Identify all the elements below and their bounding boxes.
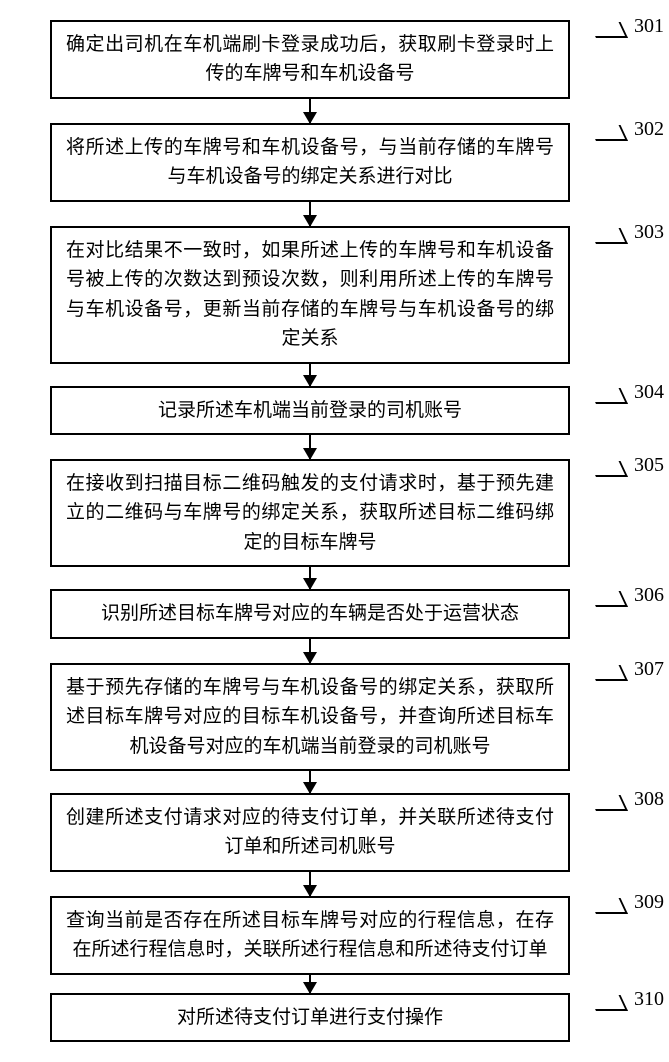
arrow-down-icon	[309, 567, 311, 589]
step-number: 306	[634, 585, 664, 607]
connector-line	[589, 228, 628, 244]
flowchart: 确定出司机在车机端刷卡登录成功后，获取刷卡登录时上传的车牌号和车机设备号301 将…	[30, 20, 590, 1042]
step-row: 确定出司机在车机端刷卡登录成功后，获取刷卡登录时上传的车牌号和车机设备号301	[30, 20, 590, 99]
step-number: 303	[634, 222, 664, 244]
connector-line	[589, 388, 628, 404]
connector-line	[589, 22, 628, 38]
step-row: 创建所述支付请求对应的待支付订单，并关联所述待支付订单和所述司机账号308	[30, 793, 590, 872]
step-box: 在接收到扫描目标二维码触发的支付请求时，基于预先建立的二维码与车牌号的绑定关系，…	[50, 459, 570, 567]
step-label: 305	[596, 455, 664, 477]
connector-line	[589, 461, 628, 477]
arrow-down-icon	[309, 975, 311, 993]
connector-line	[589, 995, 628, 1011]
connector-line	[589, 125, 628, 141]
step-box: 将所述上传的车牌号和车机设备号，与当前存储的车牌号与车机设备号的绑定关系进行对比	[50, 123, 570, 202]
step-row: 将所述上传的车牌号和车机设备号，与当前存储的车牌号与车机设备号的绑定关系进行对比…	[30, 123, 590, 202]
arrow-down-icon	[309, 99, 311, 123]
step-label: 308	[596, 789, 664, 811]
step-box: 对所述待支付订单进行支付操作	[50, 993, 570, 1042]
step-box: 确定出司机在车机端刷卡登录成功后，获取刷卡登录时上传的车牌号和车机设备号	[50, 20, 570, 99]
step-row: 记录所述车机端当前登录的司机账号304	[30, 386, 590, 435]
arrow-down-icon	[309, 202, 311, 226]
step-label: 304	[596, 382, 664, 404]
step-label: 309	[596, 892, 664, 914]
step-box: 识别所述目标车牌号对应的车辆是否处于运营状态	[50, 589, 570, 638]
step-row: 基于预先存储的车牌号与车机设备号的绑定关系，获取所述目标车牌号对应的目标车机设备…	[30, 663, 590, 771]
step-row: 在对比结果不一致时，如果所述上传的车牌号和车机设备号被上传的次数达到预设次数，则…	[30, 226, 590, 364]
step-label: 303	[596, 222, 664, 244]
connector-line	[589, 665, 628, 681]
step-box: 查询当前是否存在所述目标车牌号对应的行程信息，在存在所述行程信息时，关联所述行程…	[50, 896, 570, 975]
step-number: 305	[634, 455, 664, 477]
step-row: 查询当前是否存在所述目标车牌号对应的行程信息，在存在所述行程信息时，关联所述行程…	[30, 896, 590, 975]
step-box: 在对比结果不一致时，如果所述上传的车牌号和车机设备号被上传的次数达到预设次数，则…	[50, 226, 570, 364]
connector-line	[589, 795, 628, 811]
step-row: 在接收到扫描目标二维码触发的支付请求时，基于预先建立的二维码与车牌号的绑定关系，…	[30, 459, 590, 567]
step-number: 308	[634, 789, 664, 811]
arrow-down-icon	[309, 435, 311, 459]
step-box: 创建所述支付请求对应的待支付订单，并关联所述待支付订单和所述司机账号	[50, 793, 570, 872]
connector-line	[589, 591, 628, 607]
arrow-down-icon	[309, 639, 311, 663]
connector-line	[589, 898, 628, 914]
step-row: 识别所述目标车牌号对应的车辆是否处于运营状态306	[30, 589, 590, 638]
step-row: 对所述待支付订单进行支付操作310	[30, 993, 590, 1042]
step-number: 302	[634, 119, 664, 141]
arrow-down-icon	[309, 364, 311, 386]
step-label: 306	[596, 585, 664, 607]
arrow-down-icon	[309, 872, 311, 896]
step-box: 基于预先存储的车牌号与车机设备号的绑定关系，获取所述目标车牌号对应的目标车机设备…	[50, 663, 570, 771]
step-number: 304	[634, 382, 664, 404]
step-box: 记录所述车机端当前登录的司机账号	[50, 386, 570, 435]
step-label: 307	[596, 659, 664, 681]
step-number: 309	[634, 892, 664, 914]
step-label: 302	[596, 119, 664, 141]
arrow-down-icon	[309, 771, 311, 793]
step-number: 307	[634, 659, 664, 681]
step-number: 301	[634, 16, 664, 38]
step-label: 301	[596, 16, 664, 38]
